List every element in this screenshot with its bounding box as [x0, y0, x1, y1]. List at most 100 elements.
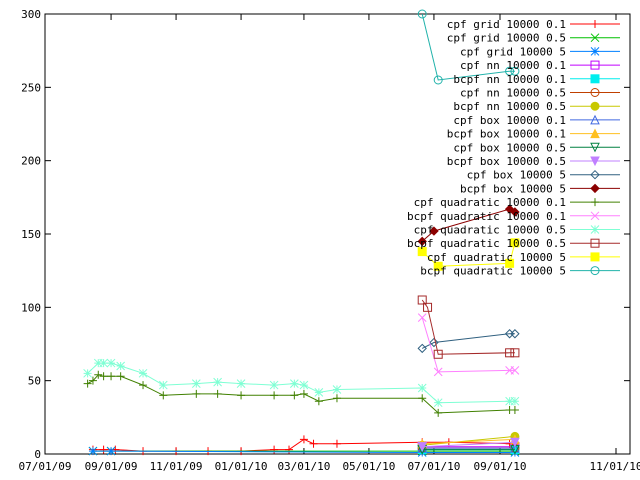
data-point [429, 337, 439, 348]
series-line [421, 317, 515, 373]
series-line [93, 438, 515, 452]
legend-label: bcpf nn 10000 0.5 [453, 100, 566, 113]
legend-label: cpf grid 10000 5 [460, 45, 566, 58]
data-point [314, 388, 324, 397]
series-line [421, 13, 515, 81]
y-tick-label: 0 [34, 448, 41, 461]
data-point [116, 361, 126, 371]
data-point [510, 66, 520, 76]
legend-marker [590, 101, 600, 111]
legend-marker [590, 266, 600, 276]
data-point [433, 75, 443, 85]
legend-marker [590, 183, 600, 194]
legend-marker [590, 156, 600, 167]
legend-entry: bcpf box 10000 5 [460, 182, 620, 195]
data-point [116, 372, 125, 381]
data-point [88, 376, 97, 385]
legend-label: cpf quadratic 10000 0.5 [414, 224, 566, 237]
legend-marker [590, 211, 600, 221]
data-point [290, 391, 299, 400]
legend-label: cpf box 10000 0.5 [453, 141, 566, 154]
legend-marker [590, 225, 600, 234]
data-point [510, 437, 520, 448]
legend-label: cpf box 10000 0.1 [453, 114, 566, 127]
data-point [433, 349, 443, 359]
series-line [422, 435, 515, 446]
legend-marker [590, 252, 600, 262]
data-point [417, 236, 427, 247]
legend-label: bcpf quadratic 10000 0.1 [407, 210, 566, 223]
data-point [237, 391, 246, 400]
legend-entry: cpf grid 10000 5 [460, 45, 620, 58]
x-tick-label: 11/01/09 [150, 460, 203, 473]
legend-label: cpf grid 10000 0.1 [447, 18, 566, 31]
x-tick-label: 03/01/10 [277, 460, 330, 473]
data-point [505, 66, 515, 76]
legend-label: cpf box 10000 5 [467, 169, 566, 182]
data-point [417, 343, 427, 354]
data-point [510, 238, 520, 248]
legend-marker [590, 88, 600, 97]
legend-entry: cpf quadratic 10000 0.1 [414, 196, 620, 209]
data-point [269, 380, 279, 390]
y-tick-label: 100 [21, 301, 41, 314]
legend-label: cpf quadratic 10000 5 [427, 251, 566, 264]
data-point [106, 358, 116, 368]
series-layer [83, 9, 520, 457]
legend-entry: cpf nn 10000 0.5 [460, 87, 620, 100]
data-point [417, 383, 427, 393]
series-11 [417, 329, 520, 354]
x-tick-label: 01/01/10 [215, 460, 268, 473]
data-point [88, 446, 98, 456]
x-tick-label: 09/01/09 [85, 460, 138, 473]
legend-label: bcpf quadratic 10000 0.5 [407, 237, 566, 250]
legend-label: bcpf box 10000 0.1 [447, 128, 566, 141]
legend-marker [590, 169, 600, 180]
legend-marker [590, 238, 600, 248]
y-tick-label: 50 [28, 375, 41, 388]
legend-entry: bcpf nn 10000 0.1 [453, 73, 620, 86]
legend-entry: cpf box 10000 0.1 [453, 114, 620, 127]
data-point [83, 379, 92, 388]
legend-entry: bcpf quadratic 10000 5 [420, 265, 620, 278]
data-point [139, 381, 148, 390]
legend-label: cpf grid 10000 0.5 [447, 32, 566, 45]
data-point [332, 385, 342, 394]
data-point [213, 389, 222, 398]
legend-label: bcpf nn 10000 0.1 [453, 73, 566, 86]
series-13 [83, 370, 519, 417]
data-point [99, 372, 108, 381]
x-tick-label: 05/01/10 [342, 460, 395, 473]
x-tick-label: 11/01/10 [590, 460, 640, 473]
data-point [289, 379, 299, 388]
data-point [434, 408, 443, 417]
legend-marker [590, 33, 600, 43]
data-point [510, 329, 520, 339]
data-point [505, 348, 515, 358]
series-line [421, 299, 515, 355]
data-point [94, 370, 103, 379]
legend-marker [590, 74, 600, 84]
legend-label: cpf quadratic 10000 0.1 [414, 196, 566, 209]
series-line [93, 450, 515, 453]
legend-marker [590, 128, 600, 139]
data-point [418, 394, 427, 403]
legend-label: bcpf box 10000 5 [460, 182, 566, 195]
y-tick-label: 300 [21, 8, 41, 21]
data-point [99, 358, 108, 368]
data-point [299, 389, 308, 398]
data-point [309, 439, 318, 448]
data-point [192, 389, 201, 398]
data-point [417, 313, 427, 322]
data-point [191, 379, 201, 388]
x-tick-label: 07/01/09 [19, 460, 72, 473]
data-point [505, 396, 514, 406]
legend-marker [590, 114, 600, 125]
data-point [213, 377, 222, 387]
legend-entry: bcpf quadratic 10000 0.1 [407, 210, 620, 223]
data-point [99, 445, 108, 454]
data-point [510, 443, 520, 453]
legend-entry: bcpf box 10000 0.1 [447, 128, 620, 141]
series-14 [417, 313, 520, 377]
